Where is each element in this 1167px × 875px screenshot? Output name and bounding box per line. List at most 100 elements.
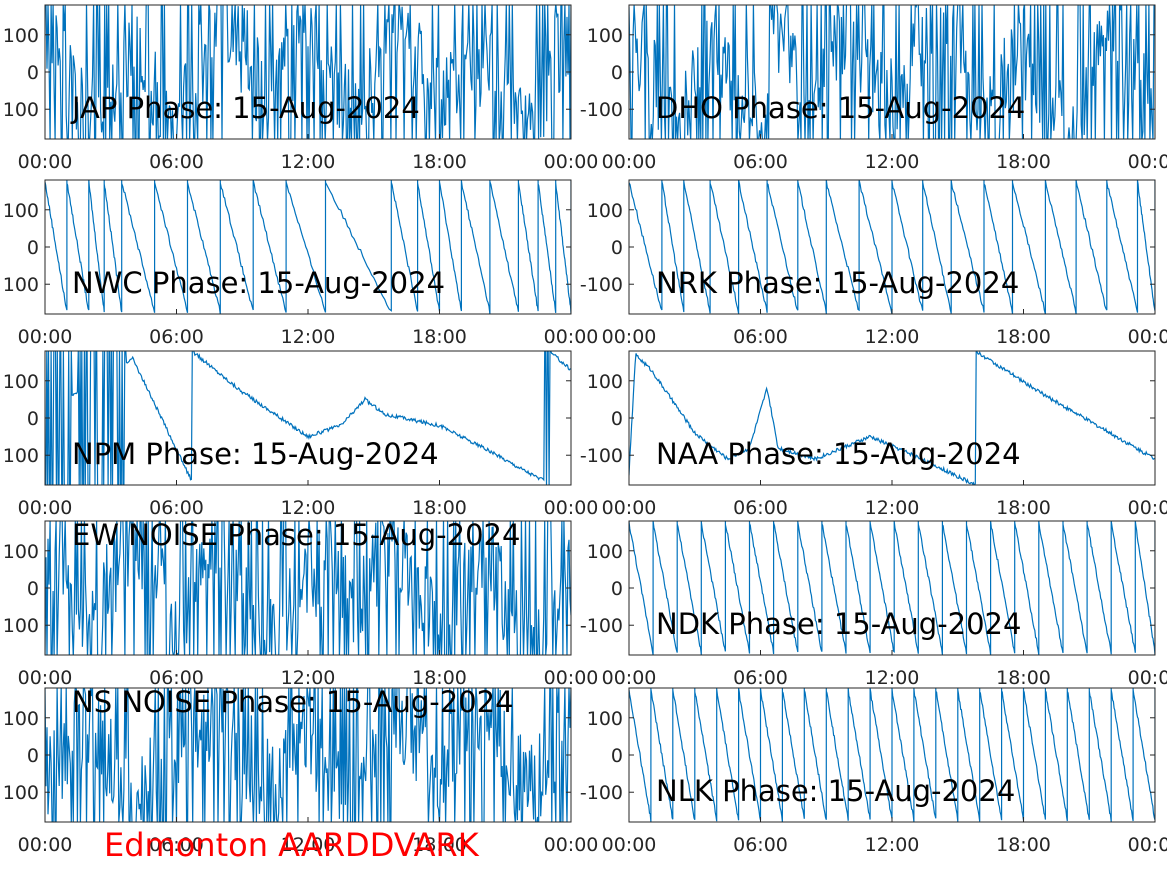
panel-npm: 100 0 100 00:00 06:00 12:00 18:00 00:00 NPM Phas…: [3, 350, 599, 519]
y-tick-label: 0: [27, 237, 39, 259]
x-tick-label: 06:00: [733, 497, 788, 519]
series-line-jap: [45, 5, 571, 139]
figure-footer-title: Edmonton AARDDVARK: [104, 826, 479, 864]
y-tick-label: 100: [3, 200, 39, 222]
x-tick-label: 00:00: [1128, 834, 1167, 856]
panel-title: DHO Phase: 15-Aug-2024: [656, 91, 1025, 125]
series-line-nwc: [45, 180, 571, 314]
panel-title: NPM Phase: 15-Aug-2024: [72, 437, 439, 471]
y-tick-label: 0: [611, 237, 623, 259]
panel-title: JAP Phase: 15-Aug-2024: [70, 91, 420, 125]
x-tick-label: 12:00: [865, 151, 920, 173]
panel-title: NLK Phase: 15-Aug-2024: [656, 774, 1015, 808]
x-tick-label: 12:00: [281, 667, 336, 689]
y-tick-label: 0: [611, 62, 623, 84]
panel-title: NRK Phase: 15-Aug-2024: [656, 266, 1019, 300]
y-tick-label: -100: [580, 274, 623, 296]
y-tick-label: 0: [27, 408, 39, 430]
x-tick-label: 00:00: [602, 151, 657, 173]
x-tick-label: 12:00: [281, 151, 336, 173]
y-tick-label: 100: [587, 200, 623, 222]
x-tick-label: 18:00: [996, 151, 1051, 173]
panel-nlk: 100 0 -100 00:00 06:00 12:00 18:00 00:00 NLK Pha…: [580, 687, 1167, 856]
panel-title: NAA Phase: 15-Aug-2024: [656, 437, 1021, 471]
x-tick-label: 00:00: [602, 497, 657, 519]
y-tick-label: -100: [580, 99, 623, 121]
y-tick-label: 0: [611, 578, 623, 600]
y-tick-label: 0: [27, 62, 39, 84]
x-tick-label: 18:00: [996, 834, 1051, 856]
x-tick-label: 18:00: [412, 326, 467, 348]
y-tick-label: 100: [3, 445, 39, 467]
panel-nrk: 100 0 -100 00:00 06:00 12:00 18:00 00:00 NRK Pha…: [580, 179, 1167, 348]
x-tick-label: 18:00: [996, 667, 1051, 689]
panel-ndk: 100 0 -100 00:00 06:00 12:00 18:00 00:00 NDK Pha…: [580, 520, 1167, 689]
y-tick-label: 0: [611, 408, 623, 430]
x-tick-label: 00:00: [1128, 497, 1167, 519]
x-tick-label: 00:00: [602, 667, 657, 689]
x-tick-label: 12:00: [865, 326, 920, 348]
y-tick-label: -100: [580, 615, 623, 637]
x-tick-label: 12:00: [281, 497, 336, 519]
x-tick-label: 00:00: [18, 667, 73, 689]
x-tick-label: 12:00: [281, 834, 336, 856]
series-line-ew_noise: [45, 521, 571, 655]
x-tick-label: 06:00: [149, 834, 204, 856]
panel-dho: 100 0 -100 00:00 06:00 12:00 18:00 00:00 DHO Pha…: [580, 4, 1167, 173]
x-tick-label: 00:00: [18, 497, 73, 519]
y-tick-label: 100: [3, 371, 39, 393]
y-tick-label: 0: [27, 745, 39, 767]
series-line-naa: [629, 351, 1155, 485]
x-tick-label: 12:00: [865, 667, 920, 689]
y-tick-label: -100: [580, 782, 623, 804]
x-tick-label: 18:00: [996, 326, 1051, 348]
panel-ew_noise: 100 0 100 00:00 06:00 12:00 18:00 00:00 EW NOISE…: [3, 518, 599, 689]
y-tick-label: 0: [27, 578, 39, 600]
panel-title: NWC Phase: 15-Aug-2024: [72, 266, 445, 300]
panel-nwc: 100 0 100 00:00 06:00 12:00 18:00 00:00 NWC Phas…: [3, 179, 599, 348]
y-tick-label: 100: [3, 25, 39, 47]
x-tick-label: 00:00: [1128, 326, 1167, 348]
y-tick-label: 100: [3, 274, 39, 296]
x-tick-label: 12:00: [281, 326, 336, 348]
y-tick-label: 100: [3, 708, 39, 730]
y-tick-label: 100: [3, 615, 39, 637]
panel-ns_noise: 100 0 100 00:00 06:00 12:00 18:00 00:00 NS NOISE…: [3, 685, 599, 856]
x-tick-label: 00:00: [544, 151, 599, 173]
panel-title: NDK Phase: 15-Aug-2024: [656, 607, 1021, 641]
x-tick-label: 00:00: [602, 326, 657, 348]
x-tick-label: 06:00: [149, 497, 204, 519]
x-tick-label: 18:00: [412, 151, 467, 173]
x-tick-label: 00:00: [544, 834, 599, 856]
series-line-dho: [629, 5, 1155, 139]
x-tick-label: 06:00: [149, 151, 204, 173]
x-tick-label: 00:00: [544, 326, 599, 348]
panel-jap: 100 0 100 00:00 06:00 12:00 18:00 00:00 JAP Phas…: [3, 4, 599, 173]
x-tick-label: 12:00: [865, 834, 920, 856]
x-tick-label: 06:00: [149, 326, 204, 348]
x-tick-label: 00:00: [18, 326, 73, 348]
panel-title: NS NOISE Phase: 15-Aug-2024: [72, 685, 514, 719]
y-tick-label: 100: [587, 25, 623, 47]
x-tick-label: 00:00: [18, 151, 73, 173]
x-tick-label: 06:00: [733, 151, 788, 173]
x-tick-label: 06:00: [733, 326, 788, 348]
x-tick-label: 00:00: [602, 834, 657, 856]
x-tick-label: 00:00: [544, 667, 599, 689]
y-tick-label: 100: [3, 99, 39, 121]
x-tick-label: 00:00: [544, 497, 599, 519]
x-tick-label: 00:00: [1128, 667, 1167, 689]
x-tick-label: 18:00: [412, 667, 467, 689]
x-tick-label: 12:00: [865, 497, 920, 519]
y-tick-label: 100: [587, 371, 623, 393]
x-tick-label: 18:00: [412, 497, 467, 519]
y-tick-label: 100: [3, 782, 39, 804]
x-tick-label: 06:00: [149, 667, 204, 689]
y-tick-label: 100: [587, 708, 623, 730]
y-tick-label: 100: [3, 541, 39, 563]
x-tick-label: 00:00: [18, 834, 73, 856]
x-tick-label: 06:00: [733, 834, 788, 856]
series-line-npm: [45, 351, 571, 485]
x-tick-label: 18:00: [996, 497, 1051, 519]
